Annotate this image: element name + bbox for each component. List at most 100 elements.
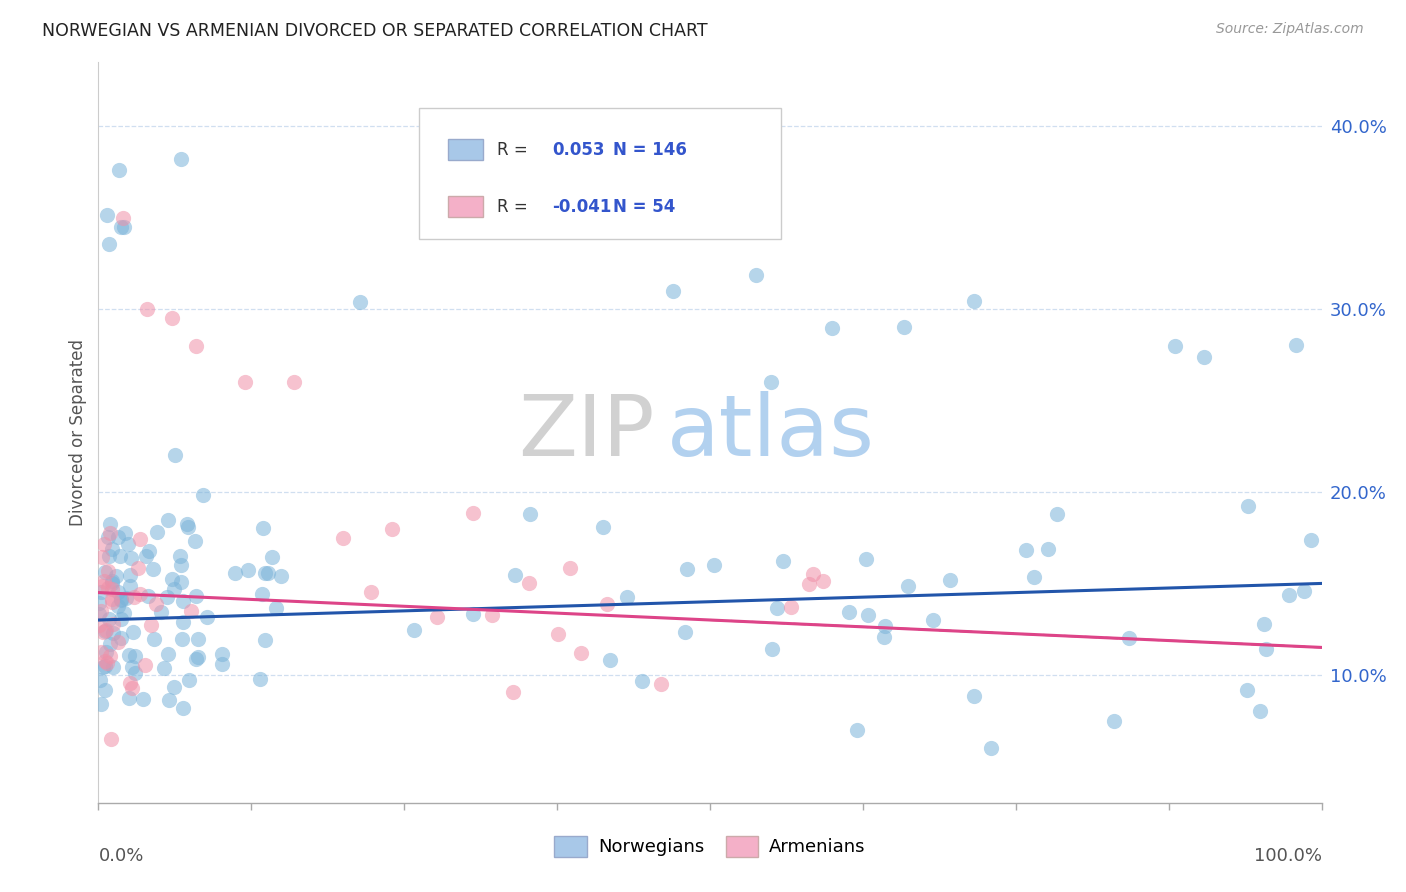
Point — [107, 163, 129, 178]
Point — [93, 574, 115, 588]
Point — [110, 591, 132, 606]
Point — [1299, 533, 1322, 548]
Point — [129, 587, 152, 601]
Point — [170, 574, 193, 589]
Point — [253, 566, 276, 580]
Point — [1164, 339, 1187, 353]
Point — [120, 551, 142, 566]
Point — [163, 449, 186, 463]
Point — [94, 644, 117, 658]
Point — [115, 591, 138, 605]
Point — [107, 585, 129, 599]
Point — [157, 693, 180, 707]
Point — [502, 685, 524, 699]
Point — [1294, 584, 1316, 599]
Text: 0.0%: 0.0% — [98, 847, 143, 865]
Point — [101, 626, 124, 640]
Point — [93, 565, 115, 579]
Point — [875, 619, 897, 633]
Point — [249, 673, 271, 687]
Point — [858, 608, 880, 623]
Point — [121, 681, 143, 695]
Point — [118, 579, 141, 593]
Point — [134, 658, 156, 673]
Point — [262, 550, 284, 565]
Point — [761, 376, 783, 390]
Point — [124, 591, 146, 605]
Point — [105, 569, 128, 583]
Point — [180, 604, 202, 618]
Point — [107, 530, 129, 544]
Y-axis label: Divorced or Separated: Divorced or Separated — [69, 339, 87, 526]
Point — [172, 593, 194, 607]
Point — [98, 549, 121, 563]
Point — [461, 506, 484, 520]
Point — [893, 319, 915, 334]
Point — [616, 590, 638, 604]
Point — [91, 659, 114, 673]
Point — [402, 623, 425, 637]
Point — [94, 654, 117, 668]
Point — [98, 649, 121, 664]
Point — [110, 592, 132, 607]
Point — [381, 522, 404, 536]
Point — [91, 550, 114, 565]
Point — [252, 521, 274, 535]
Point — [765, 600, 787, 615]
Point — [96, 208, 118, 222]
Point — [224, 566, 246, 581]
Point — [112, 220, 135, 235]
Point — [172, 615, 194, 629]
Point — [124, 665, 146, 680]
Point — [349, 294, 371, 309]
Point — [97, 564, 120, 578]
Point — [110, 219, 132, 234]
Point — [87, 596, 110, 610]
Point — [90, 579, 112, 593]
Point — [252, 587, 274, 601]
Point — [191, 488, 214, 502]
Point — [87, 607, 110, 621]
Point — [170, 632, 193, 647]
Point — [98, 516, 121, 531]
Point — [184, 589, 207, 603]
Point — [184, 651, 207, 665]
Point — [107, 599, 129, 614]
Point — [94, 624, 117, 638]
Point — [156, 590, 179, 604]
Point — [673, 624, 696, 639]
Text: atlas: atlas — [668, 391, 875, 475]
Point — [186, 339, 208, 353]
Point — [236, 563, 259, 577]
Point — [779, 599, 801, 614]
Point — [172, 700, 194, 714]
Point — [170, 558, 193, 572]
Point — [257, 566, 280, 581]
Point — [519, 508, 541, 522]
Point — [461, 607, 484, 622]
Point — [675, 561, 697, 575]
Point — [426, 609, 449, 624]
Point — [1024, 570, 1046, 584]
Point — [124, 648, 146, 663]
Text: 0.053: 0.053 — [553, 141, 605, 159]
Point — [118, 648, 141, 662]
Point — [129, 532, 152, 546]
Point — [855, 552, 877, 566]
Point — [1046, 508, 1069, 522]
Point — [170, 152, 193, 166]
Point — [503, 568, 526, 582]
Point — [127, 560, 149, 574]
Legend: Norwegians, Armenians: Norwegians, Armenians — [547, 829, 873, 864]
Point — [156, 647, 179, 661]
Point — [838, 605, 860, 619]
Point — [91, 624, 114, 639]
Point — [139, 617, 162, 632]
Text: Source: ZipAtlas.com: Source: ZipAtlas.com — [1216, 22, 1364, 37]
Point — [1278, 588, 1301, 602]
Point — [153, 661, 176, 675]
Point — [745, 268, 768, 282]
Point — [93, 659, 115, 673]
Point — [93, 537, 115, 551]
Point — [801, 567, 824, 582]
